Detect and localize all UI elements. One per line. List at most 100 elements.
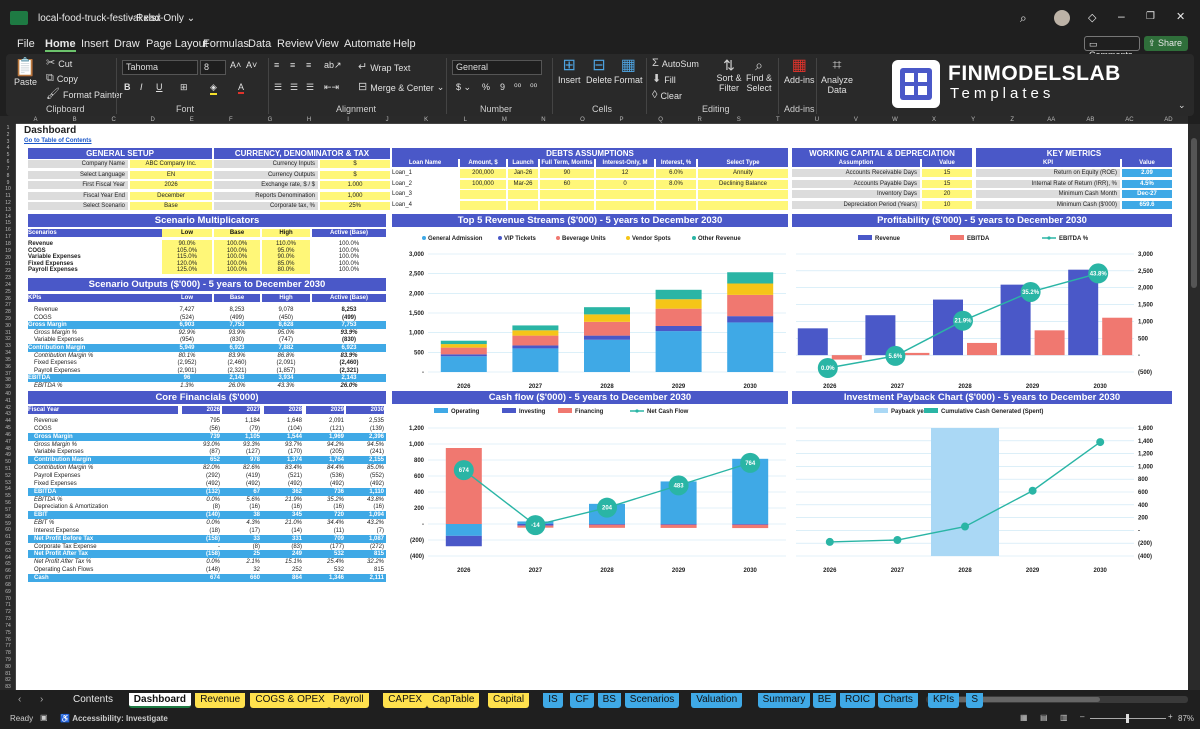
- restore-icon[interactable]: ❐: [1146, 11, 1155, 22]
- scen-mult-cell[interactable]: 80.0%: [262, 266, 310, 275]
- column-header[interactable]: V: [853, 117, 858, 123]
- close-icon[interactable]: ✕: [1176, 11, 1186, 23]
- comments-button[interactable]: ▭ Comments: [1084, 36, 1140, 60]
- currency-value[interactable]: 1.000: [320, 181, 390, 189]
- scen-mult-cell[interactable]: 90.0%: [262, 253, 310, 262]
- column-header[interactable]: G: [267, 117, 273, 123]
- scen-mult-cell[interactable]: 115.0%: [162, 253, 212, 262]
- decrease-decimal-icon[interactable]: ⁰⁰: [530, 82, 538, 92]
- column-header[interactable]: K: [424, 117, 429, 123]
- column-header[interactable]: Y: [971, 117, 976, 123]
- row-header[interactable]: 34: [5, 350, 11, 357]
- setup-value[interactable]: EN: [130, 170, 212, 179]
- debts-cell[interactable]: [596, 200, 654, 210]
- horizontal-scrollbar[interactable]: [926, 696, 1188, 703]
- row-header[interactable]: 74: [5, 622, 11, 629]
- wc-value[interactable]: 10: [922, 200, 972, 209]
- row-header[interactable]: 83: [5, 684, 11, 691]
- debts-cell[interactable]: 90: [540, 169, 594, 178]
- column-header[interactable]: R: [697, 117, 702, 123]
- row-header[interactable]: 79: [5, 656, 11, 663]
- bold-icon[interactable]: B: [124, 82, 131, 92]
- row-header[interactable]: 77: [5, 643, 11, 650]
- menu-item-view[interactable]: View: [315, 38, 339, 50]
- row-header[interactable]: 49: [5, 452, 11, 459]
- scen-mult-cell[interactable]: 95.0%: [262, 246, 310, 255]
- row-header[interactable]: 17: [5, 234, 11, 241]
- tab-scroll-right-icon[interactable]: ›: [40, 694, 44, 705]
- row-header[interactable]: 31: [5, 329, 11, 336]
- row-header[interactable]: 40: [5, 390, 11, 397]
- row-header[interactable]: 36: [5, 363, 11, 370]
- column-header[interactable]: C: [111, 117, 116, 123]
- zoom-in-icon[interactable]: +: [1168, 712, 1173, 721]
- cut-button[interactable]: ✂ Cut: [46, 58, 72, 69]
- setup-value[interactable]: December: [130, 191, 212, 200]
- italic-icon[interactable]: I: [140, 82, 143, 92]
- scen-mult-cell[interactable]: 100.0%: [214, 253, 260, 262]
- row-header[interactable]: 41: [5, 397, 11, 404]
- macro-icon[interactable]: ▣: [40, 713, 48, 722]
- align-bottom-icon[interactable]: ≡: [306, 60, 312, 70]
- debts-cell[interactable]: 12: [596, 169, 654, 178]
- row-header[interactable]: 51: [5, 466, 11, 472]
- menu-item-draw[interactable]: Draw: [114, 38, 140, 50]
- column-header[interactable]: P: [619, 117, 624, 123]
- row-header[interactable]: 57: [5, 506, 11, 513]
- delete-cells-button[interactable]: ⊟ Delete: [586, 58, 612, 86]
- sheet-tab-bs[interactable]: BS: [597, 693, 621, 708]
- menu-item-formulas[interactable]: Formulas: [203, 38, 249, 50]
- setup-value[interactable]: ABC Company Inc.: [130, 160, 212, 168]
- row-header[interactable]: 18: [5, 240, 11, 247]
- setup-value[interactable]: Base: [130, 202, 212, 210]
- menu-item-review[interactable]: Review: [277, 38, 314, 50]
- vertical-scrollbar[interactable]: [1188, 124, 1200, 690]
- align-right-icon[interactable]: ☰: [306, 82, 315, 92]
- row-header[interactable]: 32: [5, 336, 11, 343]
- minimize-icon[interactable]: –: [1118, 9, 1125, 23]
- menu-item-page-layout[interactable]: Page Layout: [146, 38, 208, 50]
- row-header[interactable]: 22: [5, 268, 11, 275]
- autosum-button[interactable]: Σ AutoSum: [652, 58, 699, 69]
- column-header[interactable]: B: [72, 117, 77, 123]
- debts-cell[interactable]: [508, 200, 538, 210]
- row-header[interactable]: 60: [5, 527, 11, 534]
- row-header[interactable]: 58: [5, 513, 11, 520]
- sheet-tab-revenue[interactable]: Revenue: [195, 693, 246, 708]
- row-header[interactable]: 62: [5, 541, 11, 548]
- scen-mult-cell[interactable]: 125.0%: [162, 266, 212, 275]
- menu-item-help[interactable]: Help: [393, 38, 416, 50]
- row-header[interactable]: 47: [5, 438, 11, 445]
- align-top-icon[interactable]: ≡: [274, 60, 280, 70]
- menu-item-file[interactable]: File: [17, 38, 35, 50]
- analyze-data-button[interactable]: ⌗ Analyze Data: [821, 58, 853, 96]
- debts-cell[interactable]: 60: [540, 179, 594, 189]
- h-scroll-thumb[interactable]: [930, 697, 1100, 702]
- row-header[interactable]: 12: [5, 200, 11, 207]
- row-header[interactable]: 21: [5, 261, 11, 268]
- sheet-tab-capex[interactable]: CAPEX: [383, 693, 428, 708]
- sheet-tab-charts[interactable]: Charts: [878, 693, 918, 708]
- column-header[interactable]: I: [347, 117, 349, 123]
- row-header[interactable]: 44: [5, 418, 11, 425]
- sheet-tab-roic[interactable]: ROIC: [840, 693, 875, 708]
- fill-color-icon[interactable]: ◈: [210, 82, 217, 95]
- column-header[interactable]: AA: [1047, 117, 1056, 123]
- row-header[interactable]: 10: [5, 186, 11, 193]
- underline-icon[interactable]: U: [156, 82, 163, 92]
- normal-view-icon[interactable]: ▦: [1020, 713, 1028, 722]
- debts-cell[interactable]: [540, 190, 594, 199]
- row-header[interactable]: 63: [5, 547, 11, 554]
- column-header[interactable]: L: [463, 117, 467, 123]
- row-header[interactable]: 48: [5, 445, 11, 452]
- row-header[interactable]: 54: [5, 486, 11, 493]
- toc-link[interactable]: Go to Table of Contents: [24, 138, 92, 144]
- font-name-select[interactable]: Tahoma: [122, 60, 198, 75]
- sheet-tab-scenarios[interactable]: Scenarios: [624, 693, 680, 708]
- page-layout-view-icon[interactable]: ▤: [1040, 713, 1048, 722]
- diamond-icon[interactable]: ◇: [1088, 12, 1097, 24]
- row-header[interactable]: 65: [5, 561, 11, 568]
- column-header[interactable]: Z: [1010, 117, 1015, 123]
- scen-mult-cell[interactable]: 100.0%: [214, 259, 260, 268]
- row-header[interactable]: 73: [5, 616, 11, 623]
